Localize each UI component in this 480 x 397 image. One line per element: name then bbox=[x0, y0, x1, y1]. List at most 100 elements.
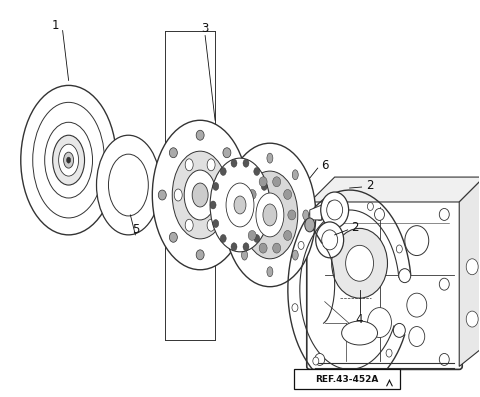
Ellipse shape bbox=[64, 152, 73, 168]
Text: 6: 6 bbox=[321, 159, 328, 172]
Ellipse shape bbox=[207, 219, 215, 231]
Ellipse shape bbox=[241, 170, 248, 180]
Text: 1: 1 bbox=[52, 19, 60, 32]
Ellipse shape bbox=[439, 278, 449, 290]
Ellipse shape bbox=[152, 120, 248, 270]
Ellipse shape bbox=[273, 177, 281, 187]
Ellipse shape bbox=[231, 159, 237, 167]
Ellipse shape bbox=[158, 190, 166, 200]
Ellipse shape bbox=[248, 231, 256, 241]
Ellipse shape bbox=[298, 241, 304, 249]
Ellipse shape bbox=[21, 85, 117, 235]
Ellipse shape bbox=[207, 159, 215, 171]
Ellipse shape bbox=[267, 153, 273, 163]
Polygon shape bbox=[310, 205, 322, 220]
Ellipse shape bbox=[316, 222, 344, 258]
Ellipse shape bbox=[407, 293, 427, 317]
Ellipse shape bbox=[315, 353, 324, 365]
Ellipse shape bbox=[256, 193, 284, 237]
Ellipse shape bbox=[224, 143, 316, 287]
Ellipse shape bbox=[261, 220, 267, 227]
Ellipse shape bbox=[439, 208, 449, 220]
Ellipse shape bbox=[53, 135, 84, 185]
Ellipse shape bbox=[264, 201, 270, 209]
Ellipse shape bbox=[367, 202, 373, 210]
Ellipse shape bbox=[327, 200, 343, 220]
Ellipse shape bbox=[288, 210, 296, 220]
Ellipse shape bbox=[244, 210, 252, 220]
Ellipse shape bbox=[196, 130, 204, 140]
Ellipse shape bbox=[259, 243, 267, 253]
Ellipse shape bbox=[243, 243, 249, 251]
Ellipse shape bbox=[234, 196, 246, 214]
Ellipse shape bbox=[267, 267, 273, 277]
Ellipse shape bbox=[342, 321, 377, 345]
Ellipse shape bbox=[210, 158, 270, 252]
Ellipse shape bbox=[313, 357, 319, 365]
Ellipse shape bbox=[223, 148, 231, 158]
Ellipse shape bbox=[292, 304, 298, 312]
Ellipse shape bbox=[350, 375, 356, 383]
Text: 2: 2 bbox=[366, 179, 373, 191]
Polygon shape bbox=[310, 177, 480, 202]
Ellipse shape bbox=[396, 245, 402, 253]
Ellipse shape bbox=[33, 102, 105, 218]
Ellipse shape bbox=[273, 243, 281, 253]
Ellipse shape bbox=[466, 259, 478, 275]
Ellipse shape bbox=[405, 225, 429, 256]
Ellipse shape bbox=[226, 183, 254, 227]
Ellipse shape bbox=[439, 353, 449, 365]
Ellipse shape bbox=[328, 201, 334, 209]
Ellipse shape bbox=[213, 182, 219, 191]
Ellipse shape bbox=[59, 144, 79, 176]
Ellipse shape bbox=[67, 157, 71, 163]
Ellipse shape bbox=[96, 135, 160, 235]
Ellipse shape bbox=[108, 154, 148, 216]
Ellipse shape bbox=[303, 210, 309, 220]
Ellipse shape bbox=[231, 210, 237, 220]
Text: 4: 4 bbox=[356, 313, 363, 326]
Ellipse shape bbox=[321, 192, 348, 228]
Ellipse shape bbox=[292, 250, 298, 260]
Ellipse shape bbox=[346, 245, 373, 281]
Ellipse shape bbox=[234, 190, 242, 200]
Ellipse shape bbox=[185, 159, 193, 171]
Ellipse shape bbox=[196, 250, 204, 260]
Ellipse shape bbox=[45, 122, 93, 198]
Polygon shape bbox=[459, 177, 480, 366]
Text: 5: 5 bbox=[132, 224, 139, 236]
Ellipse shape bbox=[292, 170, 298, 180]
Ellipse shape bbox=[263, 204, 277, 226]
Ellipse shape bbox=[184, 170, 216, 220]
Ellipse shape bbox=[386, 349, 392, 357]
Ellipse shape bbox=[210, 201, 216, 209]
Ellipse shape bbox=[174, 189, 182, 201]
FancyBboxPatch shape bbox=[307, 199, 462, 369]
Ellipse shape bbox=[223, 232, 231, 242]
Ellipse shape bbox=[169, 148, 177, 158]
Ellipse shape bbox=[322, 230, 337, 250]
Ellipse shape bbox=[220, 168, 226, 175]
Ellipse shape bbox=[409, 327, 425, 347]
Text: REF.43-452A: REF.43-452A bbox=[315, 375, 378, 384]
Ellipse shape bbox=[220, 235, 226, 243]
Ellipse shape bbox=[393, 324, 405, 337]
Ellipse shape bbox=[254, 235, 260, 243]
Ellipse shape bbox=[284, 189, 292, 199]
Ellipse shape bbox=[466, 311, 478, 327]
Ellipse shape bbox=[231, 243, 237, 251]
Ellipse shape bbox=[399, 269, 411, 283]
Ellipse shape bbox=[374, 208, 384, 220]
Text: 2: 2 bbox=[351, 222, 359, 234]
Ellipse shape bbox=[172, 151, 228, 239]
Ellipse shape bbox=[259, 177, 267, 187]
Ellipse shape bbox=[213, 220, 219, 227]
Ellipse shape bbox=[305, 218, 315, 232]
Ellipse shape bbox=[368, 308, 392, 337]
Ellipse shape bbox=[332, 228, 387, 298]
Ellipse shape bbox=[242, 171, 298, 259]
Ellipse shape bbox=[241, 250, 248, 260]
Ellipse shape bbox=[243, 159, 249, 167]
FancyBboxPatch shape bbox=[294, 369, 400, 389]
Ellipse shape bbox=[192, 183, 208, 207]
